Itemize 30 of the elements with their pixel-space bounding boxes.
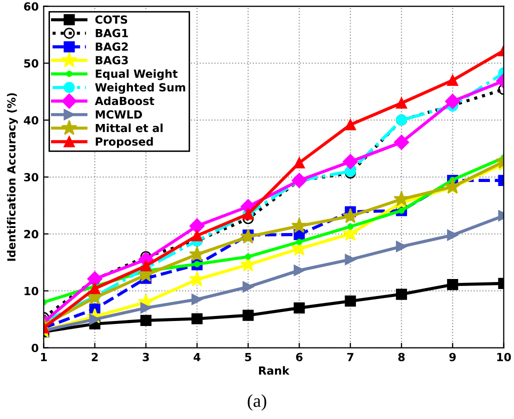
x-tick-label: 5 xyxy=(245,352,252,362)
legend-label: BAG3 xyxy=(96,56,128,64)
legend-label: MCWLD xyxy=(96,110,142,119)
legend-label: Equal Weight xyxy=(96,69,178,80)
legend-label: Proposed xyxy=(96,137,153,148)
y-tick-label: 30 xyxy=(24,173,38,182)
legend-label: BAG2 xyxy=(96,42,128,51)
x-tick-label: 1 xyxy=(41,352,47,362)
y-tick-label: 40 xyxy=(24,116,38,124)
legend-label: AdaBoost xyxy=(94,96,154,106)
y-tick-label: 20 xyxy=(24,230,38,238)
x-axis-title: Rank xyxy=(259,366,290,375)
x-tick-label: 6 xyxy=(296,352,303,362)
legend-label: Weighted Sum xyxy=(95,82,186,94)
y-tick-label: 10 xyxy=(24,286,38,296)
legend-label: Mittal et al xyxy=(96,124,163,132)
legend-label: BAG1 xyxy=(96,28,128,38)
y-tick-label: 50 xyxy=(24,59,38,68)
x-tick-label: 3 xyxy=(142,352,149,362)
x-tick-label: 2 xyxy=(92,352,98,362)
legend-label: COTS xyxy=(95,15,128,24)
x-tick-label: 10 xyxy=(497,352,511,362)
text: (a) xyxy=(248,394,266,411)
y-axis-title: Identification Accuracy (%) xyxy=(6,93,18,261)
x-tick-label: 4 xyxy=(194,352,200,362)
x-tick-label: 8 xyxy=(398,352,405,362)
x-tick-label: 9 xyxy=(449,352,456,362)
x-tick-label: 7 xyxy=(347,352,354,362)
y-tick-label: 60 xyxy=(24,2,38,11)
y-tick-label: 0 xyxy=(32,344,38,352)
